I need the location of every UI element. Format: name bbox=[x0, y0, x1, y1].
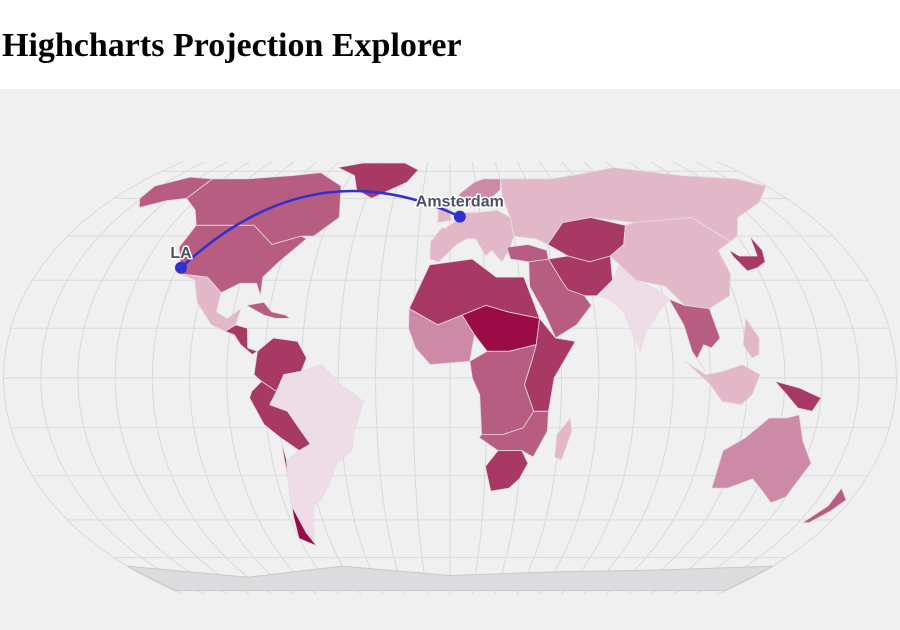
region-japan-korea[interactable] bbox=[728, 235, 766, 272]
region-peru-bolivia[interactable] bbox=[249, 380, 311, 451]
map-point-label: Amsterdam bbox=[416, 194, 504, 211]
region-philippines[interactable] bbox=[742, 318, 760, 359]
route-layer bbox=[180, 189, 461, 269]
region-indonesia[interactable] bbox=[684, 360, 761, 406]
map-container[interactable]: LA Amsterdam bbox=[0, 89, 900, 630]
region-central-africa[interactable] bbox=[469, 344, 537, 435]
region-new-zealand[interactable] bbox=[802, 487, 847, 524]
region-southern-africa[interactable] bbox=[478, 410, 549, 458]
region-greenland[interactable] bbox=[337, 162, 419, 199]
region-scandinavia[interactable] bbox=[458, 178, 501, 208]
region-madagascar[interactable] bbox=[554, 417, 573, 461]
region-southeast-asia[interactable] bbox=[668, 298, 721, 372]
region-mexico[interactable] bbox=[180, 273, 242, 332]
region-alaska[interactable] bbox=[138, 176, 213, 208]
map-point-amsterdam[interactable]: Amsterdam bbox=[414, 192, 505, 223]
flight-route bbox=[180, 189, 461, 269]
region-central-america[interactable] bbox=[224, 324, 258, 355]
region-antarctica[interactable] bbox=[126, 565, 774, 592]
land-layer[interactable] bbox=[126, 162, 847, 592]
point-layer[interactable]: LA Amsterdam bbox=[169, 192, 505, 274]
page-title: Highcharts Projection Explorer bbox=[2, 27, 462, 64]
region-south-africa[interactable] bbox=[484, 450, 529, 492]
region-canada[interactable] bbox=[186, 172, 342, 245]
map-point-marker[interactable] bbox=[453, 210, 466, 223]
region-china[interactable] bbox=[609, 217, 731, 309]
region-new-guinea[interactable] bbox=[774, 380, 822, 412]
region-caribbean[interactable] bbox=[246, 301, 291, 319]
map-point-la[interactable]: LA bbox=[169, 243, 194, 274]
world-map[interactable]: LA Amsterdam bbox=[0, 89, 900, 630]
region-turkey[interactable] bbox=[506, 244, 549, 263]
map-point-label: LA bbox=[170, 245, 192, 262]
region-australia[interactable] bbox=[711, 414, 812, 504]
region-india[interactable] bbox=[596, 264, 670, 352]
region-argentina[interactable] bbox=[286, 443, 330, 542]
map-point-marker[interactable] bbox=[175, 261, 187, 274]
